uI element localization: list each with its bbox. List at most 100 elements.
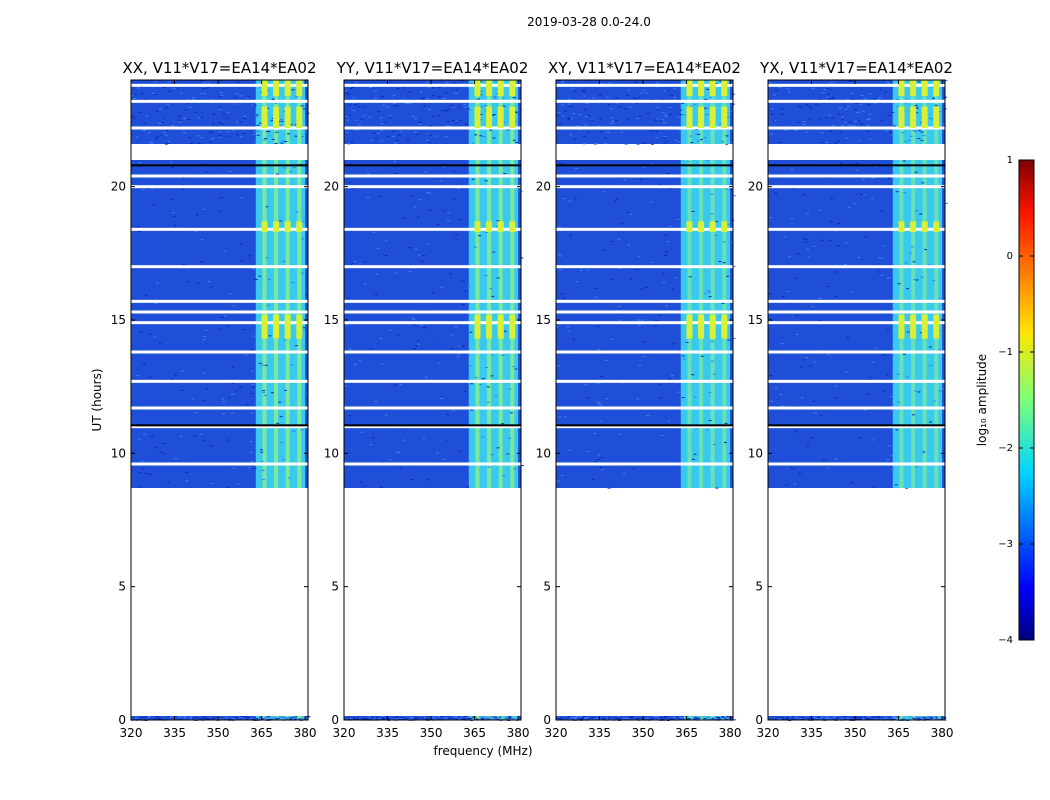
x-tick-label: 365 <box>675 726 698 740</box>
noise <box>872 718 876 720</box>
noise <box>725 275 729 277</box>
noise <box>615 198 619 200</box>
noise <box>217 122 221 124</box>
noise <box>425 139 429 141</box>
noise <box>608 82 612 84</box>
noise <box>856 112 860 114</box>
noise <box>480 718 484 720</box>
noise <box>835 129 839 131</box>
noise <box>826 93 830 95</box>
rfi-bright <box>898 314 905 339</box>
noise <box>469 83 473 85</box>
noise <box>202 339 206 341</box>
noise <box>676 218 680 220</box>
gap-line <box>768 379 945 383</box>
noise <box>664 251 668 253</box>
noise <box>595 296 599 298</box>
noise <box>802 238 806 240</box>
noise <box>458 107 462 109</box>
noise <box>793 483 797 485</box>
noise <box>599 404 603 406</box>
noise <box>584 124 588 126</box>
noise <box>481 717 485 719</box>
noise <box>727 339 731 341</box>
noise <box>484 275 488 277</box>
noise <box>583 718 587 720</box>
noise <box>632 102 636 104</box>
noise <box>392 94 396 96</box>
noise <box>466 105 470 107</box>
noise <box>280 119 284 121</box>
noise <box>150 188 154 190</box>
noise <box>651 717 655 719</box>
noise <box>870 718 874 720</box>
noise <box>896 373 900 375</box>
noise <box>166 104 170 106</box>
noise <box>658 184 662 186</box>
noise <box>401 439 405 441</box>
noise <box>635 718 639 720</box>
noise <box>685 341 689 343</box>
noise <box>700 355 704 357</box>
rfi-bright <box>698 80 705 96</box>
noise <box>831 124 835 126</box>
noise <box>471 178 475 180</box>
noise <box>484 231 488 233</box>
noise <box>382 104 386 106</box>
gap-line <box>556 462 733 466</box>
noise <box>719 81 723 83</box>
noise <box>252 335 256 337</box>
noise <box>173 216 177 218</box>
noise <box>666 172 670 174</box>
noise <box>385 106 389 108</box>
noise <box>932 97 936 99</box>
noise <box>131 717 135 719</box>
noise <box>185 480 189 482</box>
noise <box>159 718 163 720</box>
noise <box>777 718 781 720</box>
noise <box>873 98 877 100</box>
noise <box>583 716 587 718</box>
noise <box>163 132 167 134</box>
noise <box>253 104 257 106</box>
noise <box>236 121 240 123</box>
rfi-bright <box>509 221 516 232</box>
noise <box>187 118 191 120</box>
y-tick-label: 0 <box>755 713 763 727</box>
noise <box>218 109 222 111</box>
noise <box>585 397 589 399</box>
noise <box>450 334 454 336</box>
noise <box>556 480 560 482</box>
noise <box>300 429 304 431</box>
noise <box>276 173 280 175</box>
noise <box>642 142 646 144</box>
noise <box>444 718 448 720</box>
noise <box>666 241 670 243</box>
noise <box>556 326 560 328</box>
noise <box>191 398 195 400</box>
noise <box>375 273 379 275</box>
noise <box>204 717 208 719</box>
noise <box>715 487 719 489</box>
noise <box>396 718 400 720</box>
noise <box>219 131 223 133</box>
noise <box>571 338 575 340</box>
noise <box>422 326 426 328</box>
noise <box>510 716 514 718</box>
noise <box>191 717 195 719</box>
noise <box>640 319 644 321</box>
noise <box>626 211 630 213</box>
noise <box>226 486 230 488</box>
gap-line <box>131 83 308 87</box>
noise <box>799 716 803 718</box>
noise <box>889 718 893 720</box>
noise <box>870 197 874 199</box>
noise <box>590 717 594 719</box>
noise <box>440 398 444 400</box>
noise <box>698 716 702 718</box>
noise <box>628 716 632 718</box>
x-tick-label: 335 <box>376 726 399 740</box>
noise <box>915 107 919 109</box>
noise <box>450 717 454 719</box>
